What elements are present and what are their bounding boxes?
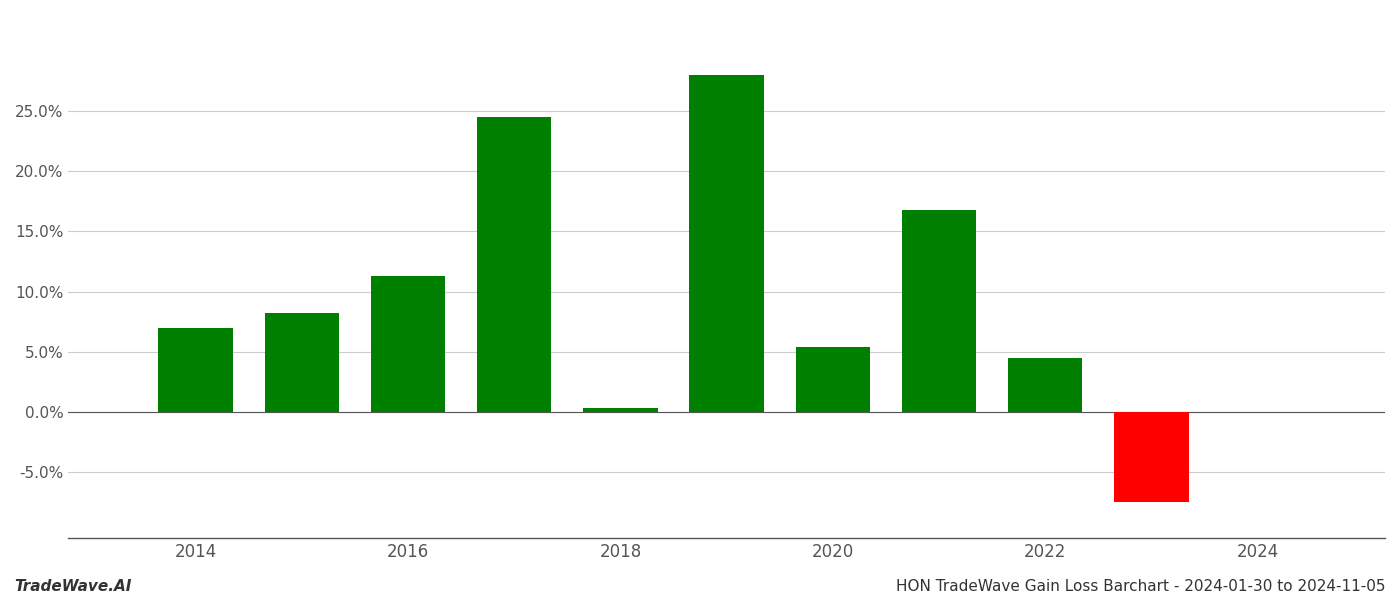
Bar: [1114, 412, 1189, 502]
Bar: [158, 328, 232, 412]
Bar: [795, 347, 869, 412]
Bar: [689, 75, 764, 412]
Bar: [584, 408, 658, 412]
Text: HON TradeWave Gain Loss Barchart - 2024-01-30 to 2024-11-05: HON TradeWave Gain Loss Barchart - 2024-…: [896, 579, 1386, 594]
Bar: [902, 210, 976, 412]
Bar: [371, 276, 445, 412]
Bar: [477, 117, 552, 412]
Text: TradeWave.AI: TradeWave.AI: [14, 579, 132, 594]
Bar: [1008, 358, 1082, 412]
Bar: [265, 313, 339, 412]
